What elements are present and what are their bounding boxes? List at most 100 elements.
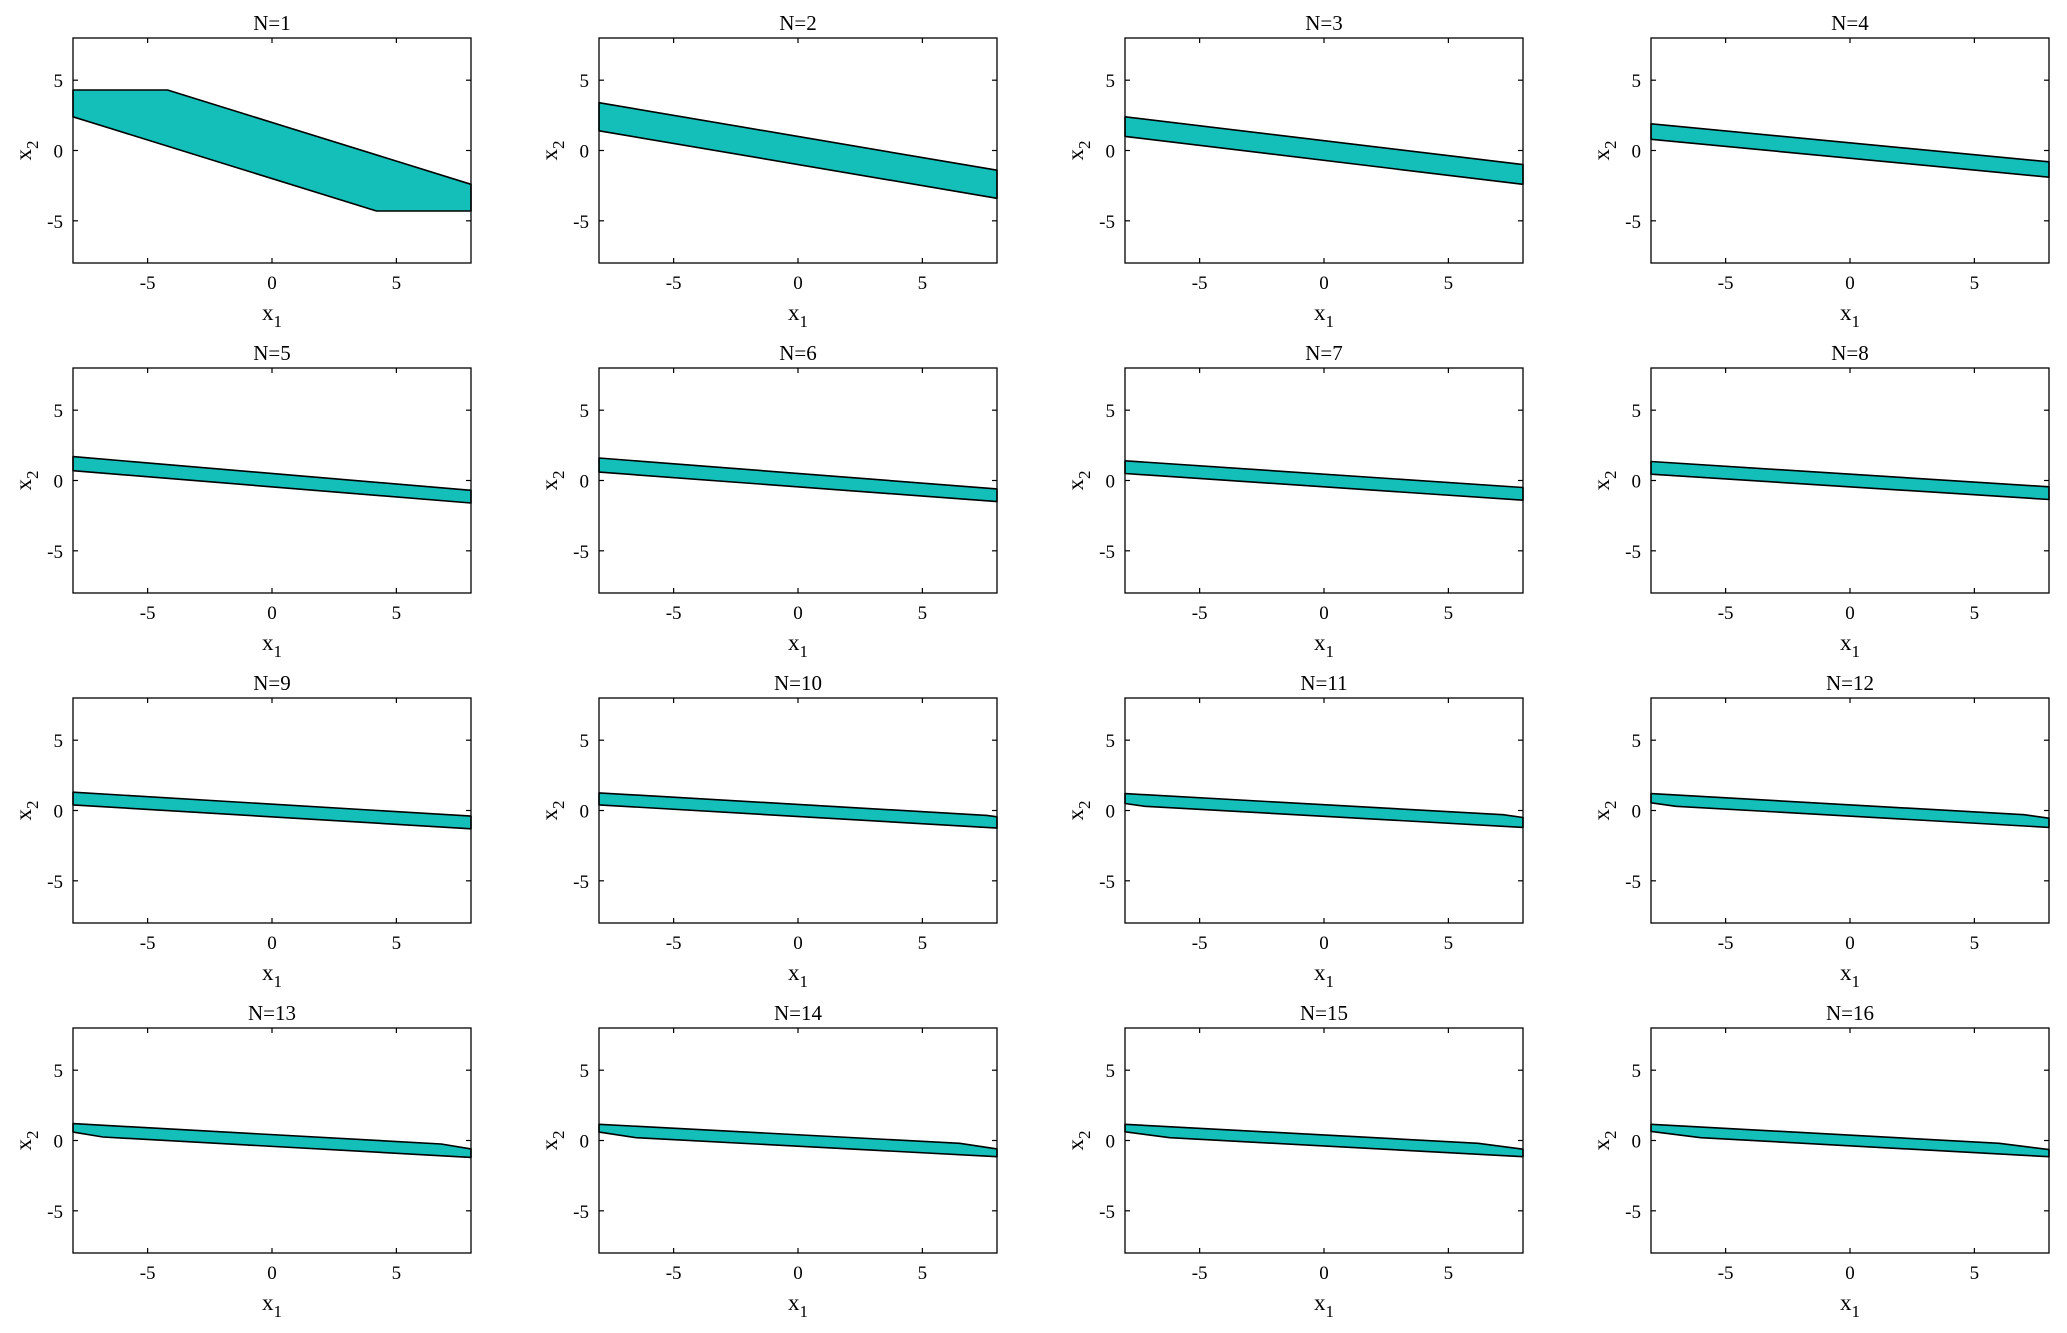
y-tick-label: 5: [1106, 731, 1116, 752]
y-axis-label: x2: [537, 1131, 568, 1151]
y-tick-label: 5: [1632, 1061, 1642, 1082]
y-axis-label: x2: [11, 1131, 42, 1151]
y-tick-label: 0: [580, 802, 590, 823]
x-tick-label: 0: [1319, 1263, 1329, 1284]
y-tick-label: -5: [1099, 542, 1115, 563]
subplot: N=2 -5 0 5 -5 0 5 x1 x2: [537, 11, 998, 331]
x-tick-label: -5: [140, 1263, 156, 1284]
panel-title: N=3: [1305, 11, 1343, 35]
x-tick-label: 5: [918, 603, 928, 624]
x-tick-label: 0: [267, 1263, 277, 1284]
panel-title: N=14: [774, 1001, 823, 1025]
x-tick-label: 5: [392, 603, 402, 624]
subplot: N=16 -5 0 5 -5 0 5 x1 x2: [1589, 1001, 2050, 1321]
x-axis-label: x1: [1314, 1290, 1334, 1321]
y-axis-label: x2: [1589, 471, 1620, 491]
x-tick-label: 5: [1970, 603, 1980, 624]
panel-title: N=13: [248, 1001, 296, 1025]
x-tick-label: 5: [392, 933, 402, 954]
y-tick-label: 0: [1632, 472, 1642, 493]
subplot: N=11 -5 0 5 -5 0 5 x1 x2: [1063, 671, 1524, 991]
x-tick-label: 5: [1970, 1263, 1980, 1284]
region-polygon: [598, 1123, 998, 1158]
y-tick-label: 0: [1106, 802, 1116, 823]
panel-title: N=8: [1831, 341, 1869, 365]
region-polygon: [1650, 1123, 2050, 1158]
y-tick-label: 0: [1632, 1132, 1642, 1153]
x-axis-label: x1: [262, 630, 282, 661]
y-axis-label: x2: [11, 141, 42, 161]
y-tick-label: -5: [47, 1202, 63, 1223]
y-axis-label: x2: [537, 141, 568, 161]
x-tick-label: -5: [140, 933, 156, 954]
y-tick-label: 0: [54, 142, 64, 163]
y-tick-label: 5: [1106, 71, 1116, 92]
x-tick-label: 0: [793, 273, 803, 294]
y-tick-label: -5: [1099, 212, 1115, 233]
y-tick-label: 0: [1106, 142, 1116, 163]
y-tick-label: 5: [54, 1061, 64, 1082]
panel-title: N=16: [1826, 1001, 1874, 1025]
x-axis-label: x1: [1314, 300, 1334, 331]
region-polygon: [1124, 1123, 1524, 1158]
y-tick-label: -5: [573, 212, 589, 233]
x-tick-label: 0: [1845, 933, 1855, 954]
y-tick-label: 5: [54, 731, 64, 752]
x-axis-label: x1: [1840, 630, 1860, 661]
x-tick-label: -5: [1192, 603, 1208, 624]
y-tick-label: -5: [47, 872, 63, 893]
y-tick-label: -5: [1625, 542, 1641, 563]
y-tick-label: 5: [1632, 401, 1642, 422]
y-tick-label: -5: [1625, 872, 1641, 893]
y-axis-label: x2: [1063, 141, 1094, 161]
x-tick-label: 5: [1444, 1263, 1454, 1284]
x-tick-label: 5: [1970, 933, 1980, 954]
panel-title: N=5: [253, 341, 291, 365]
y-axis-label: x2: [1589, 1131, 1620, 1151]
panel-title: N=9: [253, 671, 291, 695]
x-axis-label: x1: [1840, 1290, 1860, 1321]
x-tick-label: 0: [1319, 933, 1329, 954]
x-axis-label: x1: [1314, 960, 1334, 991]
region-polygon: [72, 89, 472, 212]
y-tick-label: 5: [580, 731, 590, 752]
subplot: N=15 -5 0 5 -5 0 5 x1 x2: [1063, 1001, 1524, 1321]
y-tick-label: 5: [580, 401, 590, 422]
x-axis-label: x1: [788, 1290, 808, 1321]
x-tick-label: 5: [918, 1263, 928, 1284]
y-tick-label: 0: [580, 142, 590, 163]
region-polygon: [1650, 123, 2050, 178]
region-polygon: [1124, 459, 1524, 502]
x-tick-label: 0: [1845, 1263, 1855, 1284]
y-axis-label: x2: [1589, 801, 1620, 821]
x-tick-label: -5: [666, 273, 682, 294]
subplot: N=7 -5 0 5 -5 0 5 x1 x2: [1063, 341, 1524, 661]
y-tick-label: -5: [47, 212, 63, 233]
x-tick-label: 5: [1444, 603, 1454, 624]
x-tick-label: -5: [1718, 933, 1734, 954]
x-axis-label: x1: [1840, 960, 1860, 991]
region-polygon: [1124, 116, 1524, 186]
x-axis-label: x1: [262, 1290, 282, 1321]
y-axis-label: x2: [1063, 801, 1094, 821]
panel-title: N=10: [774, 671, 822, 695]
x-tick-label: 0: [793, 1263, 803, 1284]
y-axis-label: x2: [11, 801, 42, 821]
subplot: N=4 -5 0 5 -5 0 5 x1 x2: [1589, 11, 2050, 331]
y-tick-label: 0: [580, 472, 590, 493]
x-tick-label: -5: [666, 933, 682, 954]
region-polygon: [1124, 792, 1524, 829]
x-tick-label: 0: [793, 933, 803, 954]
y-tick-label: 0: [580, 1132, 590, 1153]
subplot: N=13 -5 0 5 -5 0 5 x1 x2: [11, 1001, 472, 1321]
y-tick-label: 5: [1106, 1061, 1116, 1082]
y-tick-label: -5: [573, 872, 589, 893]
panel-title: N=2: [779, 11, 817, 35]
x-tick-label: -5: [1718, 603, 1734, 624]
panel-title: N=7: [1305, 341, 1343, 365]
x-axis-label: x1: [788, 300, 808, 331]
y-tick-label: 0: [1106, 472, 1116, 493]
x-tick-label: 0: [1845, 273, 1855, 294]
region-polygon: [598, 457, 998, 503]
y-tick-label: 5: [1632, 71, 1642, 92]
